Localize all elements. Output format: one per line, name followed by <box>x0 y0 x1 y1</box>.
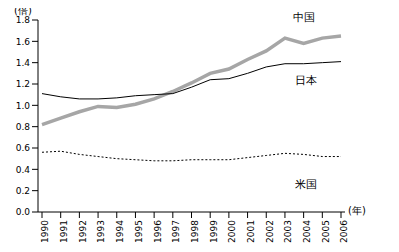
svg-text:1993: 1993 <box>96 220 106 243</box>
html-text:(倍): (倍) <box>14 5 32 16</box>
svg-text:2004: 2004 <box>302 220 312 243</box>
svg-text:1992: 1992 <box>78 220 88 243</box>
svg-text:2002: 2002 <box>265 220 275 243</box>
svg-text:1990: 1990 <box>40 220 50 243</box>
svg-text:2000: 2000 <box>227 220 237 243</box>
svg-text:0.4: 0.4 <box>16 165 31 175</box>
svg-text:1994: 1994 <box>115 220 125 243</box>
svg-text:米国: 米国 <box>295 178 317 191</box>
svg-text:1.4: 1.4 <box>16 58 31 68</box>
svg-text:1997: 1997 <box>171 220 181 243</box>
html-text:(年): (年) <box>348 205 366 216</box>
svg-text:0.2: 0.2 <box>16 186 30 196</box>
svg-text:2001: 2001 <box>246 220 256 243</box>
svg-text:日本: 日本 <box>295 74 317 87</box>
svg-text:1.0: 1.0 <box>16 101 31 111</box>
svg-text:1.6: 1.6 <box>16 37 31 47</box>
svg-text:1998: 1998 <box>190 220 200 243</box>
svg-text:1999: 1999 <box>209 220 219 243</box>
svg-text:1995: 1995 <box>134 220 144 243</box>
svg-text:0.6: 0.6 <box>16 143 31 153</box>
svg-text:0.8: 0.8 <box>16 122 31 132</box>
svg-text:1.2: 1.2 <box>16 79 30 89</box>
svg-text:0.0: 0.0 <box>16 207 31 217</box>
svg-text:2006: 2006 <box>339 220 349 243</box>
svg-text:1.8: 1.8 <box>16 15 31 25</box>
svg-text:1996: 1996 <box>153 220 163 243</box>
svg-text:2005: 2005 <box>321 220 331 243</box>
svg-text:1991: 1991 <box>59 220 69 243</box>
svg-text:2003: 2003 <box>283 220 293 243</box>
svg-text:中国: 中国 <box>293 11 315 24</box>
